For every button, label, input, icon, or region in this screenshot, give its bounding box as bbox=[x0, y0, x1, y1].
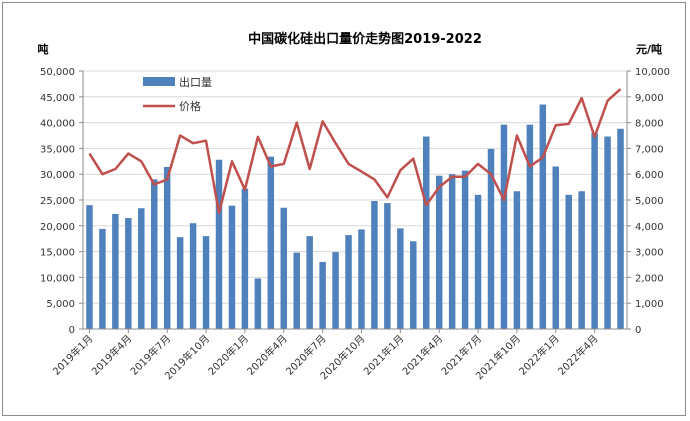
bar bbox=[112, 213, 119, 329]
bar bbox=[293, 252, 300, 329]
bar bbox=[345, 235, 352, 329]
right-axis-unit: 元/吨 bbox=[636, 42, 662, 56]
legend-bar-swatch bbox=[143, 77, 175, 86]
right-tick-label: 10,000 bbox=[635, 67, 670, 78]
bar bbox=[125, 218, 132, 329]
right-tick-label: 9,000 bbox=[635, 93, 664, 104]
x-tick-label: 2020年1月 bbox=[205, 332, 251, 378]
bar bbox=[358, 229, 365, 329]
bar bbox=[306, 236, 313, 329]
bar bbox=[461, 170, 469, 329]
left-tick-label: 30,000 bbox=[40, 170, 75, 181]
legend-bar-label: 出口量 bbox=[179, 75, 212, 89]
x-ticks: 2019年1月2019年4月2019年7月2019年10月2020年1月2020… bbox=[50, 329, 601, 382]
right-tick-label: 5,000 bbox=[635, 196, 664, 207]
chart-title: 中国碳化硅出口量价走势图2019-2022 bbox=[248, 31, 482, 47]
x-tick-label: 2021年4月 bbox=[399, 332, 445, 378]
bar bbox=[487, 148, 495, 329]
bar bbox=[254, 278, 262, 329]
right-tick-label: 8,000 bbox=[635, 119, 664, 130]
bar bbox=[591, 132, 598, 329]
bar bbox=[539, 104, 547, 329]
bar bbox=[332, 252, 339, 329]
price-line bbox=[88, 88, 622, 215]
left-tick-label: 0 bbox=[69, 325, 75, 336]
left-tick-label: 35,000 bbox=[40, 144, 75, 155]
left-tick-label: 40,000 bbox=[40, 119, 75, 130]
x-tick-label: 2021年1月 bbox=[361, 332, 407, 378]
bar bbox=[202, 236, 210, 329]
bar bbox=[241, 188, 249, 329]
left-tick-label: 20,000 bbox=[40, 222, 75, 233]
bar bbox=[280, 207, 287, 329]
x-tick-label: 2022年4月 bbox=[555, 332, 601, 378]
bar bbox=[604, 136, 611, 329]
bar bbox=[319, 261, 326, 329]
line-series bbox=[88, 88, 622, 215]
right-tick-label: 1,000 bbox=[635, 299, 664, 310]
x-tick-label: 2022年1月 bbox=[516, 332, 562, 378]
bar bbox=[526, 124, 534, 329]
bar bbox=[228, 205, 236, 329]
left-tick-label: 15,000 bbox=[40, 248, 75, 259]
chart-frame: 中国碳化硅出口量价走势图2019-2022 吨 元/吨 0 5,000 10,000… bbox=[2, 2, 686, 416]
left-tick-label: 5,000 bbox=[46, 299, 75, 310]
bar bbox=[176, 237, 184, 329]
left-tick-label: 10,000 bbox=[40, 273, 75, 284]
bar bbox=[552, 166, 559, 329]
bar bbox=[513, 191, 521, 329]
right-y-ticks: 0 1,000 2,000 3,000 4,000 5,000 6,000 7,000 8,00… bbox=[627, 67, 670, 336]
bar bbox=[215, 159, 223, 329]
bar bbox=[423, 136, 430, 329]
bar bbox=[500, 124, 508, 329]
left-tick-label: 45,000 bbox=[40, 93, 75, 104]
bar bbox=[163, 166, 171, 329]
bar bbox=[86, 205, 93, 329]
bar bbox=[397, 228, 404, 329]
bar bbox=[151, 179, 158, 329]
right-tick-label: 3,000 bbox=[635, 248, 664, 259]
bar bbox=[99, 228, 106, 329]
left-axis-unit: 吨 bbox=[38, 42, 49, 56]
right-tick-label: 4,000 bbox=[635, 222, 664, 233]
left-tick-label: 50,000 bbox=[40, 67, 75, 78]
right-tick-label: 6,000 bbox=[635, 170, 664, 181]
bar-series bbox=[86, 104, 624, 329]
left-tick-label: 25,000 bbox=[40, 196, 75, 207]
x-tick-label: 2020年4月 bbox=[244, 332, 290, 378]
bar bbox=[448, 174, 456, 329]
left-y-ticks: 0 5,000 10,000 15,000 20,000 25,000 30,000 35,0… bbox=[40, 67, 83, 336]
legend-line-label: 价格 bbox=[179, 99, 201, 113]
bar bbox=[267, 156, 275, 329]
right-tick-label: 0 bbox=[635, 325, 641, 336]
right-tick-label: 7,000 bbox=[635, 144, 664, 155]
bar bbox=[617, 128, 624, 329]
right-tick-label: 2,000 bbox=[635, 273, 664, 284]
bar bbox=[384, 203, 391, 329]
bar bbox=[189, 223, 197, 329]
bar bbox=[435, 175, 443, 329]
bar bbox=[138, 208, 145, 329]
x-tick-label: 2019年4月 bbox=[89, 332, 135, 378]
bar bbox=[410, 241, 417, 329]
bar bbox=[371, 201, 378, 329]
bar bbox=[565, 194, 572, 329]
gridlines bbox=[83, 70, 627, 330]
bar bbox=[474, 194, 482, 329]
bar bbox=[578, 191, 585, 329]
export-volume-price-chart: 中国碳化硅出口量价走势图2019-2022 吨 元/吨 0 5,000 10,000… bbox=[38, 31, 671, 382]
x-tick-label: 2019年1月 bbox=[50, 332, 96, 378]
legend: 出口量 价格 bbox=[143, 75, 212, 113]
